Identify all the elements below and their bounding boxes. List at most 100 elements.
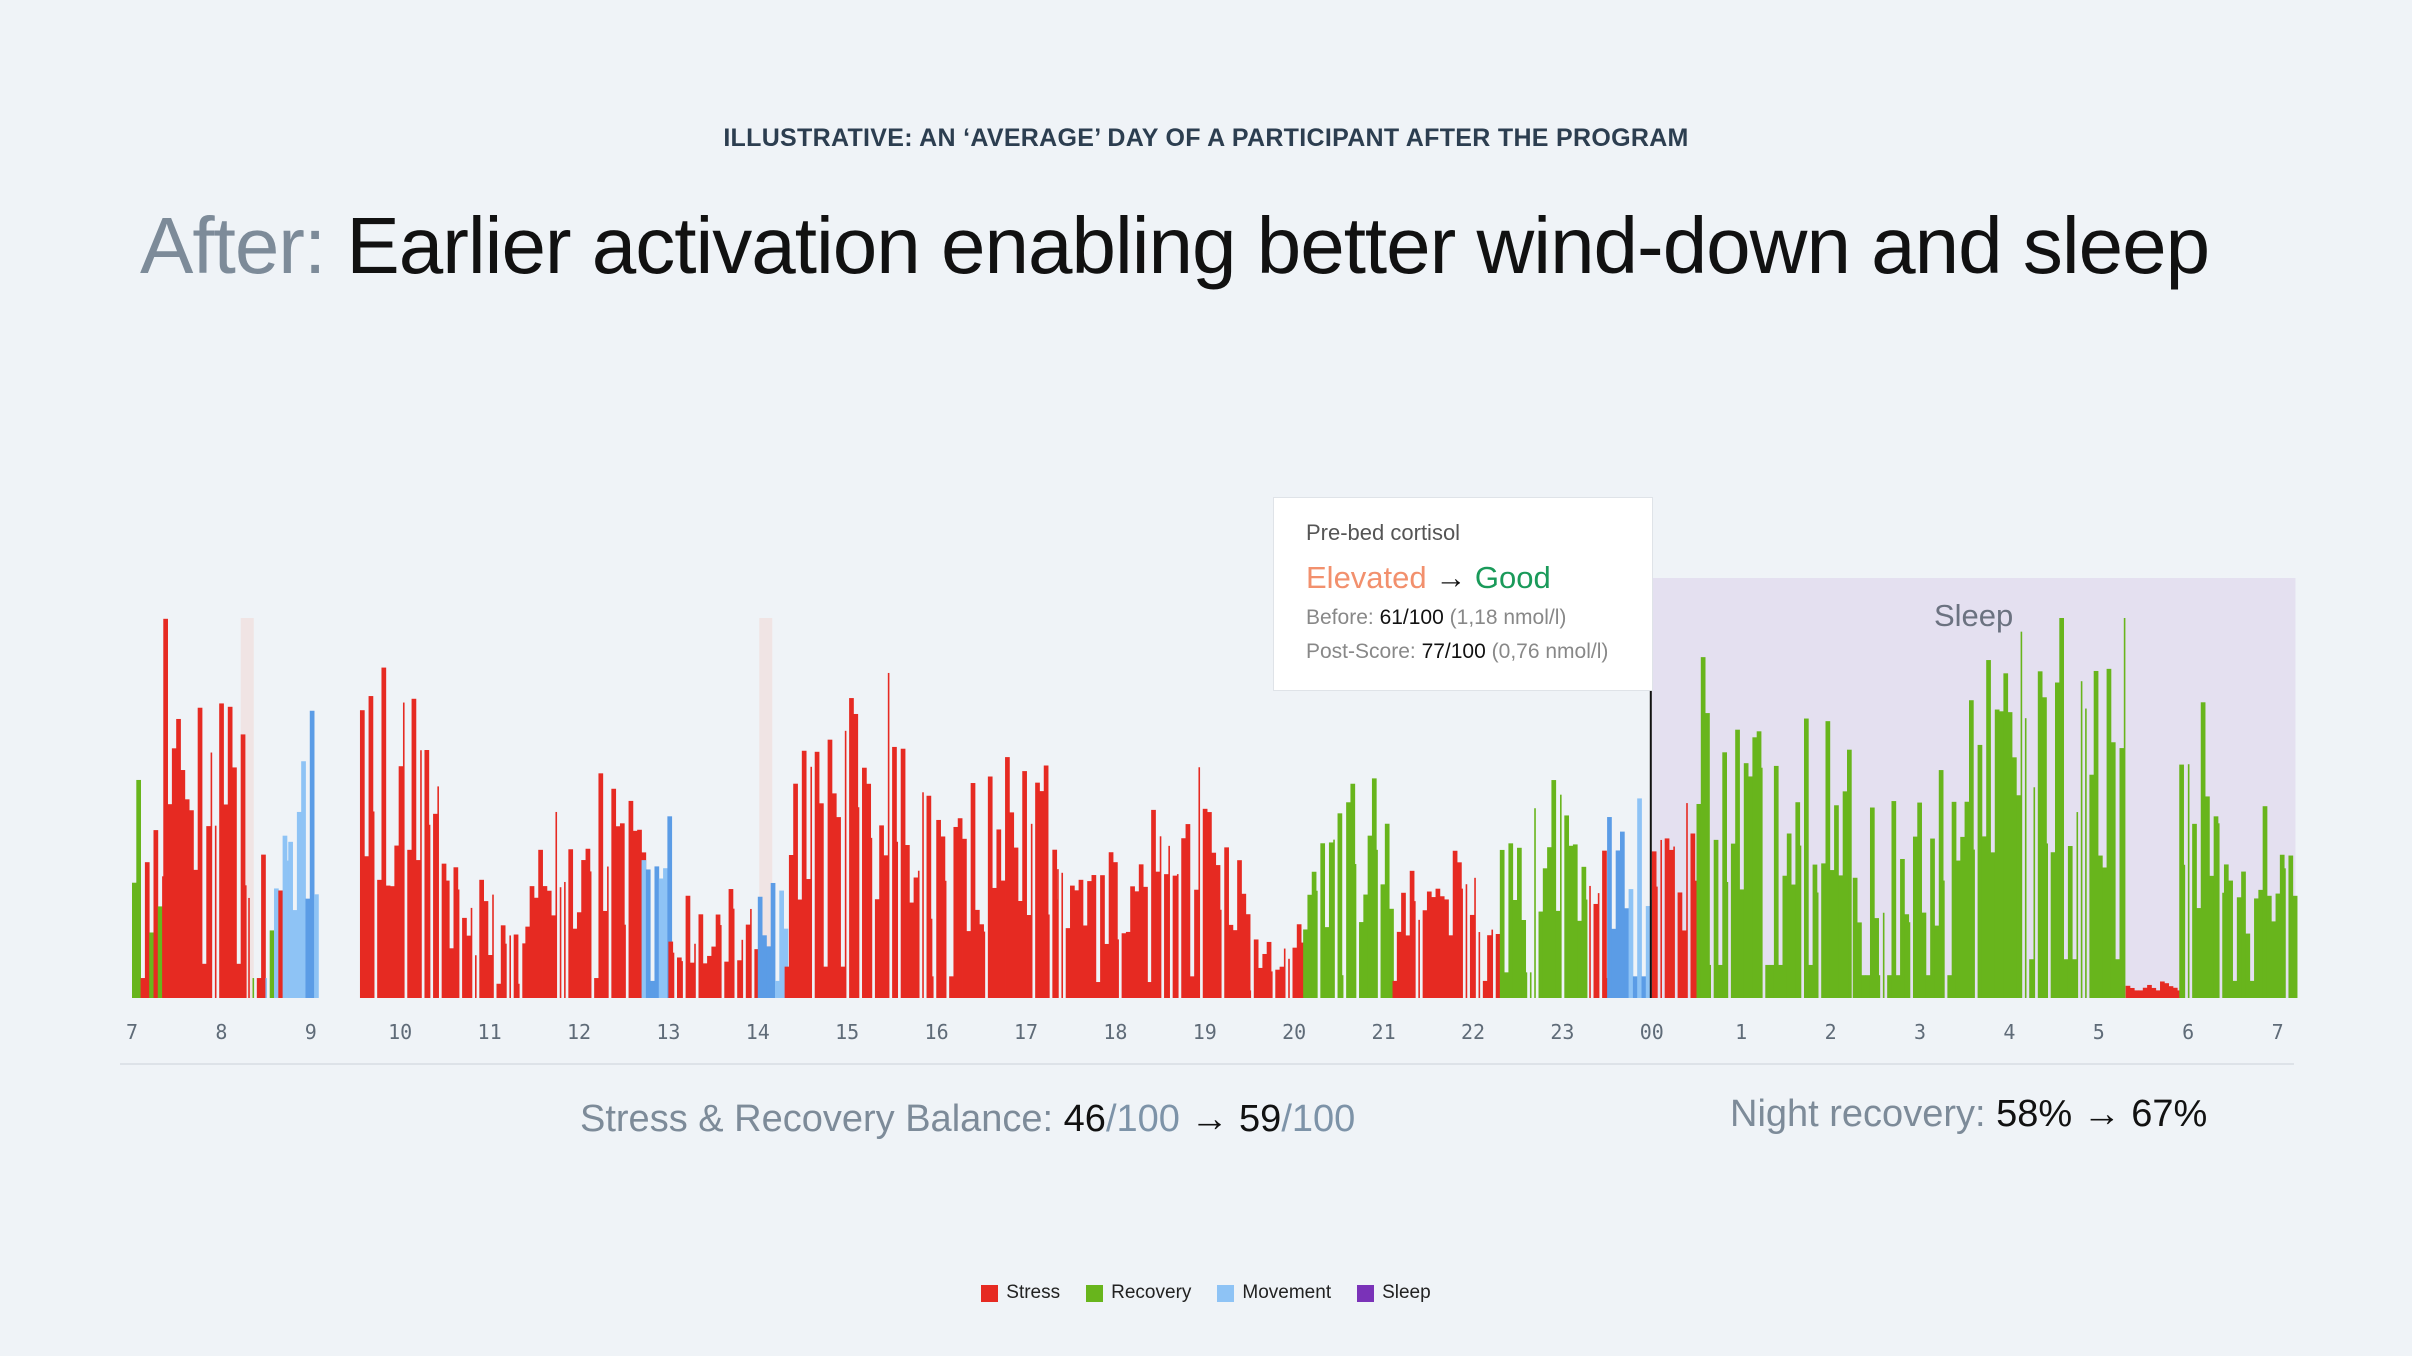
stress-bar bbox=[728, 889, 734, 998]
stress-bar bbox=[1439, 896, 1445, 998]
movement-bar bbox=[658, 878, 664, 998]
recovery-bar bbox=[2192, 823, 2197, 998]
stress-bar bbox=[1125, 931, 1131, 998]
stress-bar bbox=[1677, 892, 1683, 998]
recovery-bar bbox=[1999, 711, 2004, 998]
stress-bar bbox=[624, 924, 626, 998]
stress-bar bbox=[479, 879, 484, 998]
recovery-bar bbox=[2042, 697, 2047, 998]
stress-bar bbox=[433, 813, 438, 998]
stress-bar bbox=[793, 783, 798, 998]
recovery-bar bbox=[1320, 843, 1326, 998]
stress-bar bbox=[987, 776, 993, 998]
stress-bar bbox=[1022, 771, 1027, 998]
tooltip-post: Post-Score: 77/100 (0,76 nmol/l) bbox=[1306, 640, 1652, 664]
recovery-bar bbox=[2102, 867, 2107, 998]
movement-bar bbox=[1641, 976, 1647, 998]
stress-bar bbox=[1253, 939, 1259, 998]
stress-bar bbox=[857, 807, 860, 998]
x-tick-label: 14 bbox=[746, 1020, 770, 1044]
legend-swatch bbox=[1217, 1284, 1235, 1302]
stress-bar bbox=[2147, 984, 2152, 998]
recovery-bar bbox=[2292, 895, 2298, 998]
recovery-bar bbox=[2196, 908, 2202, 998]
stress-bar bbox=[522, 943, 527, 998]
stress-bar bbox=[411, 698, 417, 998]
x-tick-label: 10 bbox=[388, 1020, 412, 1044]
stress-bar bbox=[1409, 870, 1415, 998]
stress-bar bbox=[2172, 987, 2178, 998]
tooltip-to: Good bbox=[1474, 560, 1551, 595]
balance-stat: Stress & Recovery Balance: 46/100 → 59/1… bbox=[580, 1098, 1355, 1141]
movement-bar bbox=[314, 894, 319, 998]
stress-bar bbox=[509, 935, 511, 998]
stress-bar bbox=[441, 863, 447, 998]
stress-bar bbox=[983, 931, 986, 998]
mix-bar bbox=[144, 862, 150, 998]
stress-bar bbox=[1589, 885, 1591, 998]
recovery-bar bbox=[1838, 875, 1844, 998]
stress-bar bbox=[1444, 899, 1449, 998]
stress-bar bbox=[163, 618, 168, 998]
stress-bar bbox=[944, 880, 947, 998]
stress-bar bbox=[1690, 833, 1696, 998]
x-tick-label: 7 bbox=[2272, 1020, 2284, 1044]
recovery-bar bbox=[1307, 894, 1313, 998]
stress-bar bbox=[402, 702, 405, 998]
recovery-bar bbox=[1925, 975, 1931, 998]
recovery-bar bbox=[1891, 801, 1897, 998]
mix-bar bbox=[278, 890, 284, 998]
recovery-bar bbox=[2205, 796, 2210, 998]
stress-bar bbox=[1013, 847, 1019, 998]
stress-bar bbox=[896, 841, 899, 998]
recovery-bar bbox=[2288, 855, 2294, 998]
stress-bar bbox=[449, 948, 454, 998]
x-tick-label: 20 bbox=[1282, 1020, 1306, 1044]
recovery-bar bbox=[1825, 721, 1831, 998]
night-value: 58% → 67% bbox=[1996, 1093, 2208, 1135]
stress-bar bbox=[500, 925, 506, 998]
recovery-bar bbox=[2183, 864, 2186, 998]
stress-bar bbox=[525, 926, 531, 998]
mix-bar bbox=[261, 854, 266, 998]
recovery-bar bbox=[1812, 864, 1818, 998]
stress-bar bbox=[1465, 884, 1468, 998]
stress-bar bbox=[931, 976, 934, 998]
stress-bar bbox=[227, 706, 233, 998]
stress-bar bbox=[585, 848, 591, 998]
stress-bar bbox=[689, 962, 695, 998]
tooltip-arrow: → bbox=[1426, 560, 1475, 595]
stress-bar bbox=[1435, 888, 1441, 998]
recovery-bar bbox=[1696, 803, 1702, 998]
stress-bar bbox=[1469, 914, 1475, 998]
stress-bar bbox=[1405, 935, 1411, 998]
recovery-bar bbox=[1363, 894, 1369, 998]
mix-bar bbox=[140, 978, 146, 998]
stress-bar bbox=[193, 869, 199, 998]
recovery-bar bbox=[1384, 823, 1390, 998]
stress-bar bbox=[1602, 850, 1607, 998]
recovery-bar bbox=[1359, 922, 1364, 998]
tooltip-from: Elevated bbox=[1306, 560, 1427, 595]
recovery-bar bbox=[1735, 729, 1740, 998]
stress-bar bbox=[372, 811, 375, 998]
stress-bar bbox=[1241, 893, 1247, 998]
movement-bar bbox=[779, 890, 784, 998]
recovery-bar bbox=[1371, 778, 1377, 998]
recovery-bar bbox=[2271, 921, 2276, 998]
recovery-bar bbox=[2059, 618, 2064, 998]
stress-bar bbox=[483, 901, 489, 998]
stress-bar bbox=[637, 829, 642, 998]
tooltip-state: Elevated → Good bbox=[1306, 560, 1652, 596]
x-tick-label: 9 bbox=[305, 1020, 317, 1044]
recovery-bar bbox=[1778, 964, 1783, 998]
recovery-bar bbox=[2115, 959, 2120, 998]
movement-bar bbox=[762, 935, 767, 998]
recovery-bar bbox=[1994, 709, 2000, 998]
before-unit: (1,18 nmol/l) bbox=[1449, 606, 1567, 629]
recovery-bar bbox=[1303, 929, 1308, 998]
recovery-bar bbox=[2228, 880, 2233, 998]
recovery-bar bbox=[2046, 843, 2048, 998]
stress-bar bbox=[1461, 888, 1463, 998]
